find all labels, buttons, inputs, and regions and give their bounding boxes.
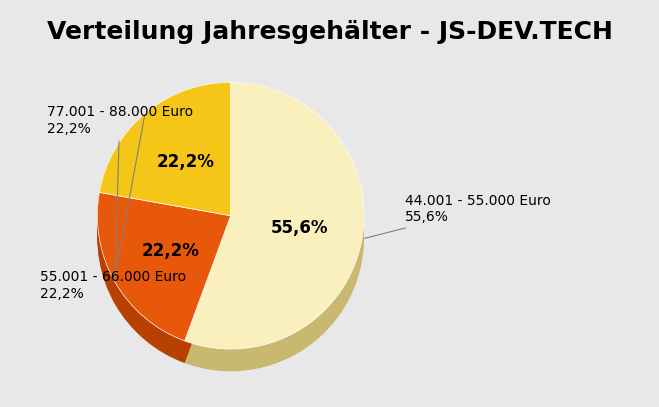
Wedge shape — [98, 193, 231, 341]
Wedge shape — [185, 105, 364, 371]
Text: 44.001 - 55.000 Euro
55,6%: 44.001 - 55.000 Euro 55,6% — [364, 194, 551, 239]
Text: 22,2%: 22,2% — [141, 241, 199, 260]
Text: 55,6%: 55,6% — [271, 219, 328, 237]
Wedge shape — [98, 202, 231, 350]
Wedge shape — [98, 208, 231, 357]
Wedge shape — [100, 98, 231, 232]
Text: 77.001 - 88.000 Euro
22,2%: 77.001 - 88.000 Euro 22,2% — [47, 105, 192, 279]
Wedge shape — [98, 193, 231, 341]
Wedge shape — [185, 82, 364, 349]
Wedge shape — [98, 211, 231, 360]
Wedge shape — [100, 82, 231, 216]
Wedge shape — [100, 101, 231, 235]
Wedge shape — [100, 92, 231, 225]
Wedge shape — [185, 82, 364, 349]
Wedge shape — [98, 214, 231, 363]
Wedge shape — [100, 95, 231, 228]
Wedge shape — [185, 92, 364, 359]
Wedge shape — [185, 89, 364, 355]
Text: 55.001 - 66.000 Euro
22,2%: 55.001 - 66.000 Euro 22,2% — [40, 116, 186, 301]
Wedge shape — [98, 199, 231, 347]
Wedge shape — [100, 85, 231, 219]
Wedge shape — [98, 195, 231, 344]
Wedge shape — [98, 205, 231, 354]
Wedge shape — [185, 98, 364, 365]
Wedge shape — [100, 82, 231, 216]
Text: Verteilung Jahresgehälter - JS-DEV.TECH: Verteilung Jahresgehälter - JS-DEV.TECH — [47, 20, 612, 44]
Wedge shape — [185, 95, 364, 362]
Wedge shape — [185, 85, 364, 352]
Text: 22,2%: 22,2% — [157, 153, 215, 171]
Wedge shape — [100, 89, 231, 222]
Wedge shape — [100, 105, 231, 238]
Wedge shape — [185, 101, 364, 368]
